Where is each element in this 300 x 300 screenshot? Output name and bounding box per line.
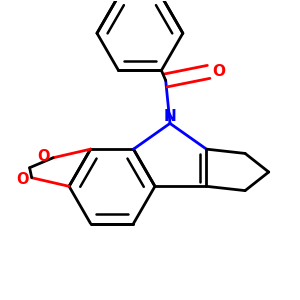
Text: O: O bbox=[212, 64, 225, 79]
Text: O: O bbox=[16, 172, 29, 187]
Text: O: O bbox=[38, 148, 50, 164]
Text: N: N bbox=[164, 109, 176, 124]
